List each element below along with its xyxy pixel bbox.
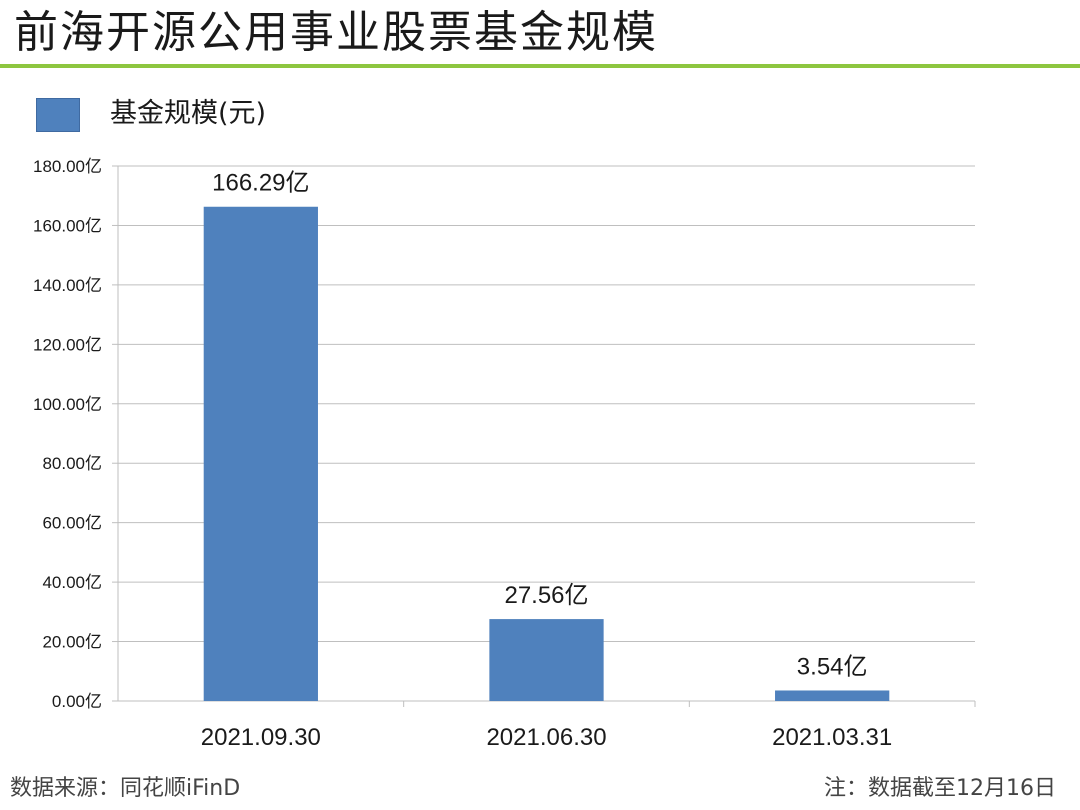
y-tick-label: 120.00亿 bbox=[33, 335, 102, 354]
footnote: 注：数据截至12月16日 bbox=[824, 776, 1056, 801]
y-tick-label: 60.00亿 bbox=[42, 514, 102, 533]
bar bbox=[775, 690, 890, 701]
x-tick-label: 2021.06.30 bbox=[486, 724, 606, 751]
x-tick-label: 2021.09.30 bbox=[201, 724, 321, 751]
page-title: 前海开源公用事业股票基金规模 bbox=[14, 7, 658, 58]
bar bbox=[203, 206, 318, 701]
legend-swatch bbox=[36, 98, 80, 132]
y-tick-label: 160.00亿 bbox=[33, 216, 102, 235]
data-source: 数据来源：同花顺iFinD bbox=[10, 776, 241, 801]
y-tick-label: 20.00亿 bbox=[42, 633, 102, 652]
y-tick-label: 40.00亿 bbox=[42, 573, 102, 592]
y-tick-labels: 0.00亿 20.00亿 40.00亿 60.00亿 80.00亿 100.00亿 120.… bbox=[33, 157, 102, 711]
x-tick-labels: 2021.09.30 2021.06.30 2021.03.31 bbox=[201, 724, 892, 751]
y-tick-label: 80.00亿 bbox=[42, 454, 102, 473]
bars bbox=[203, 206, 890, 701]
bar-value-label: 27.56亿 bbox=[504, 582, 588, 609]
y-tick-label: 0.00亿 bbox=[52, 692, 102, 711]
y-tick-label: 100.00亿 bbox=[33, 395, 102, 414]
bar-chart: 0.00亿 20.00亿 40.00亿 60.00亿 80.00亿 100.00亿 120.… bbox=[33, 157, 976, 751]
bar-value-labels: 166.29亿 27.56亿 3.54亿 bbox=[212, 170, 867, 681]
bar bbox=[489, 619, 604, 701]
legend-label: 基金规模(元) bbox=[110, 98, 267, 129]
bar-value-label: 166.29亿 bbox=[212, 170, 309, 197]
bar-value-label: 3.54亿 bbox=[797, 653, 868, 680]
x-tick-label: 2021.03.31 bbox=[772, 724, 892, 751]
title-divider bbox=[0, 64, 1080, 68]
y-tick-label: 140.00亿 bbox=[33, 276, 102, 295]
y-tick-label: 180.00亿 bbox=[33, 157, 102, 176]
